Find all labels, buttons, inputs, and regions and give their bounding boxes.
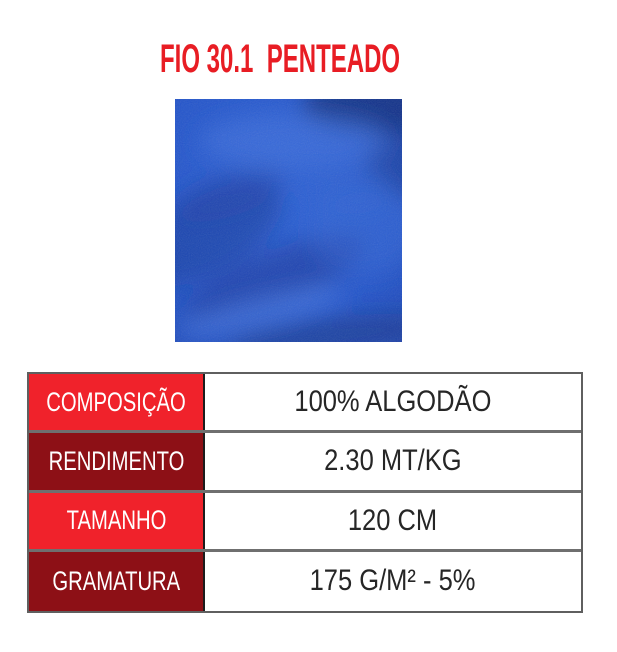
spec-label: COMPOSIÇÃO xyxy=(46,386,186,417)
spec-label: GRAMATURA xyxy=(52,565,180,596)
spec-label-cell: COMPOSIÇÃO xyxy=(29,374,205,431)
spec-value: 2.30 MT/KG xyxy=(324,444,462,478)
spec-value-cell: 175 G/M² - 5% xyxy=(205,551,581,611)
spec-label-cell: RENDIMENTO xyxy=(29,433,205,490)
spec-table: COMPOSIÇÃO 100% ALGODÃO RENDIMENTO 2.30 … xyxy=(27,372,583,613)
fabric-photo-image xyxy=(175,99,402,342)
spec-value: 100% ALGODÃO xyxy=(294,385,492,419)
spec-value-cell: 120 CM xyxy=(205,492,581,549)
spec-label-cell: GRAMATURA xyxy=(29,551,205,611)
spec-value-cell: 2.30 MT/KG xyxy=(205,433,581,490)
spec-value: 175 G/M² - 5% xyxy=(310,564,476,598)
page-title-text: FIO 30.1 PENTEADO xyxy=(159,37,401,81)
page-title: FIO 30.1 PENTEADO xyxy=(0,38,560,80)
spec-value-cell: 100% ALGODÃO xyxy=(205,374,581,431)
spec-value: 120 CM xyxy=(348,503,438,537)
table-row: COMPOSIÇÃO 100% ALGODÃO xyxy=(29,374,581,434)
table-row: GRAMATURA 175 G/M² - 5% xyxy=(29,551,581,611)
spec-label: TAMANHO xyxy=(66,505,166,536)
fabric-photo xyxy=(175,99,402,342)
table-row: TAMANHO 120 CM xyxy=(29,492,581,552)
spec-label-cell: TAMANHO xyxy=(29,492,205,549)
spec-label: RENDIMENTO xyxy=(48,445,184,476)
table-row: RENDIMENTO 2.30 MT/KG xyxy=(29,433,581,493)
